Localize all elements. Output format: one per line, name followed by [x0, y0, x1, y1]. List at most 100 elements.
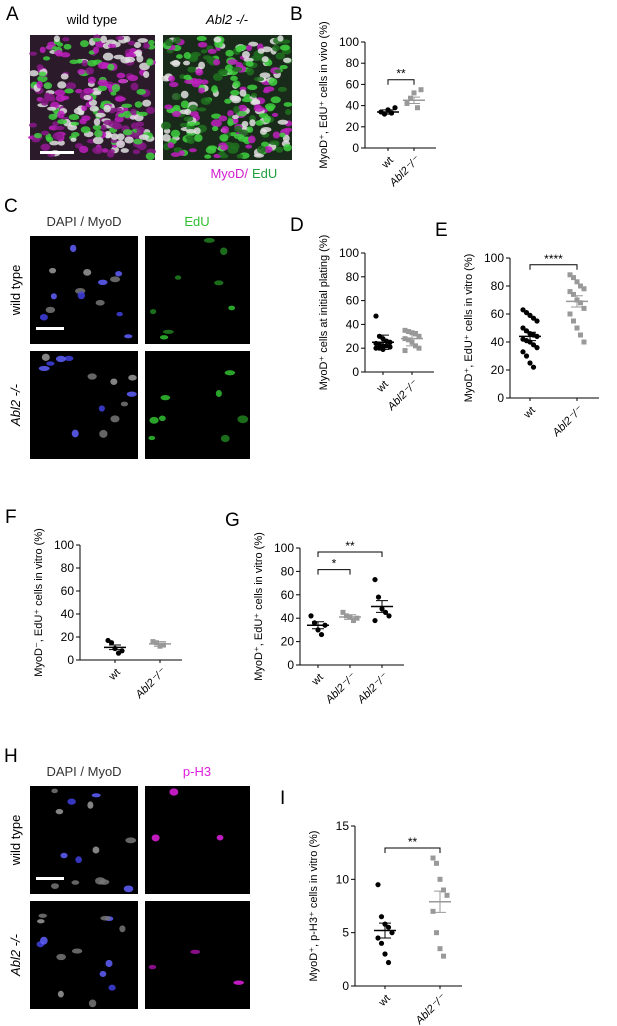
nucleus [228, 305, 236, 311]
nucleus [92, 146, 104, 154]
nucleus [277, 35, 284, 42]
nucleus [211, 85, 218, 94]
panel-letter: I [280, 788, 285, 809]
scale-bar [40, 151, 74, 154]
data-point [161, 642, 166, 648]
nucleus [126, 391, 137, 397]
nucleus [63, 43, 72, 50]
nucleus [105, 959, 113, 968]
nucleus [173, 37, 182, 44]
nucleus [232, 80, 241, 88]
nucleus [227, 118, 234, 127]
nucleus [133, 41, 142, 49]
nucleus [149, 308, 157, 315]
nucleus [203, 237, 215, 243]
nucleus [110, 133, 119, 140]
data-point [385, 959, 392, 966]
nucleus [103, 119, 113, 126]
nucleus [122, 129, 133, 136]
nucleus [37, 919, 45, 924]
nucleus [169, 81, 179, 88]
data-point [354, 615, 360, 621]
y-tick-label: 100 [484, 251, 504, 265]
nucleus [148, 964, 157, 970]
micrograph [30, 901, 138, 1009]
nucleus [158, 415, 166, 422]
nucleus [235, 45, 243, 53]
significance-bracket [384, 847, 441, 853]
nucleus [57, 110, 65, 119]
data-point [119, 648, 125, 654]
nucleus [279, 132, 286, 138]
nucleus [57, 81, 67, 89]
nucleus [83, 269, 92, 276]
nucleus [65, 82, 77, 90]
nucleus [46, 136, 54, 143]
y-tick-label: 80 [281, 564, 295, 578]
data-point [308, 613, 314, 619]
data-point [567, 289, 573, 295]
nucleus [259, 72, 271, 79]
nucleus [180, 100, 189, 109]
panel-letter: E [435, 220, 448, 241]
y-tick-label: 40 [61, 607, 75, 621]
nucleus [159, 335, 169, 340]
y-tick-label: 40 [346, 99, 360, 113]
nucleus [87, 373, 97, 380]
error-bar [154, 641, 166, 647]
nucleus [70, 121, 80, 126]
nucleus [268, 77, 278, 86]
data-point [578, 283, 583, 289]
panel-letter: A [6, 4, 19, 25]
y-axis-label: MyoD⁺, EdU⁺ cells in vitro (%) [463, 254, 475, 403]
nucleus [41, 143, 50, 152]
nucleus [264, 103, 276, 110]
nucleus [272, 44, 280, 52]
nucleus [250, 93, 258, 98]
data-point [413, 331, 418, 337]
nucleus [60, 852, 68, 859]
data-point [402, 327, 408, 333]
data-point [408, 95, 413, 101]
row-label: Abl2 -/- [8, 933, 23, 977]
nucleus [108, 148, 115, 154]
data-point [578, 300, 583, 306]
x-tick-label: Abl2⁻/⁻ [385, 378, 421, 414]
y-tick-label: 20 [281, 635, 295, 649]
nucleus [92, 136, 104, 145]
nucleus [255, 120, 264, 126]
nucleus [52, 132, 64, 140]
y-tick-label: 80 [346, 56, 360, 70]
nucleus [110, 91, 117, 96]
nucleus [123, 35, 131, 43]
data-point [416, 345, 422, 351]
data-point [415, 105, 420, 111]
nucleus [54, 125, 65, 131]
nucleus [170, 152, 181, 157]
column-label: DAPI / MyoD [46, 214, 121, 229]
data-point [523, 310, 530, 316]
panel-letter: H [4, 746, 18, 767]
nucleus [247, 84, 258, 91]
nucleus [143, 44, 150, 49]
nucleus [245, 144, 253, 149]
nucleus [183, 116, 194, 122]
data-point [402, 348, 408, 354]
nucleus [115, 271, 123, 277]
nucleus [91, 793, 101, 798]
nucleus [227, 145, 239, 154]
nucleus [95, 112, 106, 118]
nucleus [275, 146, 284, 153]
nucleus [116, 140, 126, 148]
nucleus [112, 122, 123, 130]
nucleus [137, 38, 148, 43]
column-label: wild type [66, 12, 118, 27]
nucleus [113, 54, 125, 60]
nucleus [186, 137, 195, 145]
y-tick-label: 20 [346, 120, 360, 134]
nucleus [54, 89, 66, 96]
nucleus [198, 87, 205, 94]
panel-letter: D [290, 215, 304, 236]
micrograph [145, 236, 250, 344]
nucleus [124, 136, 134, 144]
